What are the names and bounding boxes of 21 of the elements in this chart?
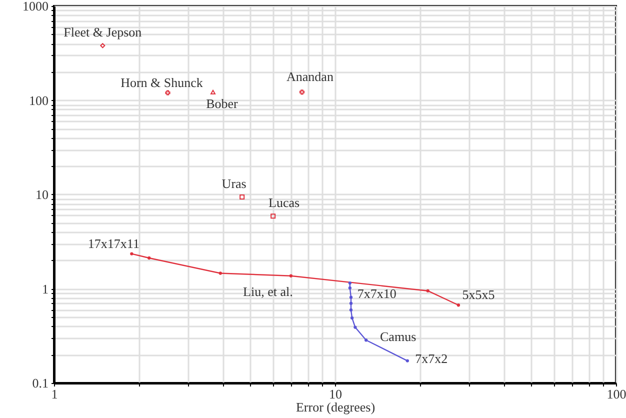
x-tick-label: 100: [606, 386, 626, 402]
x-tick-label: 10: [329, 386, 342, 402]
series-label: Fleet & Jepson: [64, 24, 142, 40]
series-label: Bober: [206, 96, 239, 112]
y-tick-label: 0.1: [32, 376, 48, 390]
series-label: Lucas: [268, 195, 300, 210]
series-label: Uras: [222, 176, 246, 192]
series-label: Camus: [380, 329, 416, 344]
series-label: Anandan: [286, 69, 334, 84]
annotation: 7x7x2: [415, 350, 448, 366]
annotation: 17x17x11: [88, 236, 140, 251]
y-tick-label: 1000: [22, 0, 48, 14]
x-tick-label: 1: [51, 386, 58, 402]
annotation: 7x7x10: [357, 286, 396, 302]
series-label: Liu, et al.: [243, 284, 293, 299]
y-tick-label: 1: [42, 281, 48, 296]
x-axis-title: Error (degrees): [296, 400, 376, 414]
series-label: Horn & Shunck: [120, 74, 204, 90]
annotation: 5x5x5: [462, 287, 495, 302]
y-tick-label: 10: [36, 187, 48, 202]
y-tick-label: 100: [29, 92, 48, 108]
